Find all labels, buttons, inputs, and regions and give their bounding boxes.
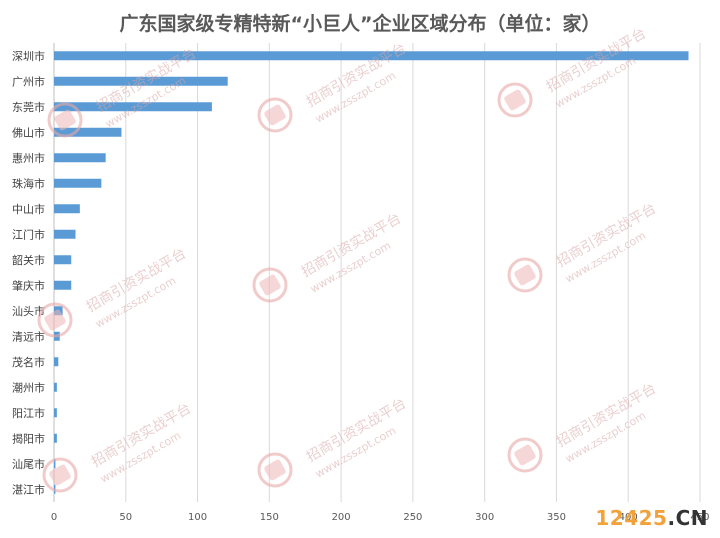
bar <box>54 127 122 137</box>
category-label: 揭阳市 <box>12 431 45 445</box>
category-label: 湛江市 <box>12 482 45 496</box>
watermark-logo-ring <box>507 257 543 293</box>
category-label: 汕头市 <box>12 304 45 318</box>
bar <box>54 51 689 61</box>
watermark-logo-ring <box>257 97 293 133</box>
x-tick-label: 150 <box>260 512 279 523</box>
bar <box>54 204 80 214</box>
watermark-logo-mark <box>259 274 281 296</box>
x-tick-label: 0 <box>51 512 57 523</box>
watermark-logo-mark <box>504 89 526 111</box>
watermark-logo-ring <box>252 267 288 303</box>
category-label: 珠海市 <box>12 176 45 190</box>
x-tick-label: 50 <box>119 512 132 523</box>
bar <box>54 178 102 188</box>
category-label: 佛山市 <box>12 125 45 139</box>
x-tick-label: 100 <box>188 512 207 523</box>
watermark-logo-ring <box>507 437 543 473</box>
category-labels: 深圳市广州市东莞市佛山市惠州市珠海市中山市江门市韶关市肇庆市汕头市清远市茂名市潮… <box>12 49 45 497</box>
bar <box>54 382 57 392</box>
category-label: 潮州市 <box>12 380 45 394</box>
category-label: 江门市 <box>12 227 45 241</box>
bar <box>54 229 76 239</box>
category-label: 阳江市 <box>12 406 45 420</box>
bar <box>54 357 59 367</box>
category-label: 中山市 <box>12 202 45 216</box>
x-tick-label: 400 <box>619 512 638 523</box>
category-label: 茂名市 <box>12 355 45 369</box>
bar <box>54 433 57 443</box>
watermark-logo-mark <box>264 104 286 126</box>
x-tick-label: 450 <box>690 512 709 523</box>
category-label: 广州市 <box>12 74 45 88</box>
x-tick-labels: 0 50 100 150 200 250 300 350 400 450 <box>51 512 710 523</box>
x-tick-label: 200 <box>332 512 351 523</box>
watermark-logo-ring <box>47 102 83 138</box>
watermark-logo-ring <box>257 452 293 488</box>
category-label: 清远市 <box>12 329 45 343</box>
category-label: 深圳市 <box>12 49 45 63</box>
category-label: 韶关市 <box>12 253 45 267</box>
category-label: 汕尾市 <box>12 457 45 471</box>
site-watermark-number: 12425 <box>595 506 668 530</box>
watermark-logo-mark <box>54 109 76 131</box>
site-watermark-domain: .CN <box>667 506 708 530</box>
watermark-logo-mark <box>514 444 536 466</box>
bar <box>54 255 72 265</box>
watermark-logo-mark <box>264 459 286 481</box>
bar <box>54 459 56 469</box>
bar <box>54 102 212 112</box>
watermark-logo-ring <box>497 82 533 118</box>
x-tick-label: 250 <box>403 512 422 523</box>
watermark-logo-mark <box>49 464 71 486</box>
category-label: 肇庆市 <box>12 278 45 292</box>
watermark-logo-ring <box>42 457 78 493</box>
chart-title: 广东国家级专精特新“小巨人”企业区域分布（单位：家） <box>120 12 601 35</box>
watermark-logo-mark <box>514 264 536 286</box>
site-watermark-logo: 12425.CN <box>595 506 708 530</box>
bar <box>54 280 72 290</box>
x-tick-label: 300 <box>475 512 494 523</box>
category-label: 惠州市 <box>12 151 45 165</box>
watermark-logo-mark <box>44 309 66 331</box>
watermark-logo-ring <box>37 302 73 338</box>
bar <box>54 408 57 418</box>
bar <box>54 153 106 163</box>
x-tick-label: 350 <box>547 512 566 523</box>
bar <box>54 76 228 86</box>
category-label: 东莞市 <box>12 100 45 114</box>
